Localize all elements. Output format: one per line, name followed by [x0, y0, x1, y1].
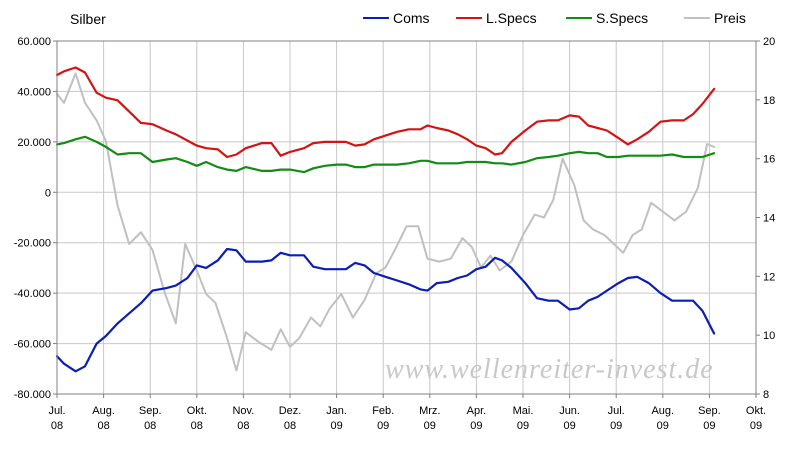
legend-label: L.Specs — [486, 10, 537, 26]
x-tick-month: Jul. — [608, 405, 625, 417]
left-tick-label: -60.000 — [14, 339, 51, 351]
x-tick-year: 09 — [657, 420, 669, 432]
x-tick-month: Jun. — [559, 405, 580, 417]
x-tick-year: 08 — [191, 420, 203, 432]
right-axis-ticks: 20 18 16 14 12 10 8 — [756, 36, 775, 401]
left-tick-label: -40.000 — [14, 288, 51, 300]
x-tick-month: Dez. — [279, 405, 302, 417]
right-tick-label: 14 — [763, 213, 775, 225]
x-tick-month: Jul. — [48, 405, 65, 417]
x-tick-month: Aug. — [92, 405, 115, 417]
x-tick-month: Mrz. — [419, 405, 440, 417]
x-tick-year: 08 — [284, 420, 296, 432]
left-tick-label: 60.000 — [17, 36, 51, 48]
x-tick-year: 09 — [517, 420, 529, 432]
x-tick-year: 09 — [330, 420, 342, 432]
right-tick-label: 12 — [763, 271, 775, 283]
watermark-text: www.wellenreiter-invest.de — [385, 354, 714, 385]
x-tick-year: 08 — [144, 420, 156, 432]
chart-title: Silber — [70, 11, 106, 27]
x-tick-year: 09 — [610, 420, 622, 432]
left-tick-label: 40.000 — [17, 86, 51, 98]
right-tick-label: 16 — [763, 154, 775, 166]
left-tick-label: -80.000 — [14, 389, 51, 401]
x-tick-year: 08 — [51, 420, 63, 432]
x-tick-year: 08 — [237, 420, 249, 432]
plot-background — [57, 41, 756, 394]
left-tick-label: 0 — [45, 187, 51, 199]
legend: Coms L.Specs S.Specs Preis — [363, 10, 746, 26]
x-tick-month: Jan. — [326, 405, 347, 417]
series-line-l-specs — [55, 66, 716, 159]
x-tick-month: Feb. — [372, 405, 394, 417]
legend-label: Coms — [393, 10, 430, 26]
x-tick-year: 09 — [563, 420, 575, 432]
x-tick-month: Mai. — [513, 405, 534, 417]
right-tick-label: 20 — [763, 36, 775, 48]
right-tick-label: 8 — [763, 389, 769, 401]
legend-label: S.Specs — [596, 10, 648, 26]
left-axis-ticks: 60.000 40.000 20.000 0 -20.000 -40.000 -60.000… — [14, 36, 57, 401]
x-tick-year: 09 — [703, 420, 715, 432]
x-tick-month: Nov. — [232, 405, 254, 417]
x-tick-month: Aug. — [651, 405, 674, 417]
legend-label: Preis — [714, 10, 746, 26]
x-tick-year: 09 — [424, 420, 436, 432]
series-line-preis — [56, 72, 716, 372]
series-line-s-specs — [55, 135, 716, 174]
x-tick-year: 09 — [750, 420, 762, 432]
right-tick-label: 10 — [763, 330, 775, 342]
series-line-coms — [55, 247, 716, 373]
x-tick-month: Apr. — [467, 405, 487, 417]
x-tick-year: 09 — [377, 420, 389, 432]
x-tick-month: Okt. — [187, 405, 207, 417]
series-group — [55, 66, 716, 373]
left-tick-label: 20.000 — [17, 137, 51, 149]
x-axis-ticks: Jul. 08 Aug. 08 Sep. 08 Okt. 08 Nov. 08 Dez. 08 Jan.… — [48, 394, 766, 432]
x-tick-month: Sep. — [698, 405, 721, 417]
x-tick-year: 09 — [470, 420, 482, 432]
right-tick-label: 18 — [763, 95, 775, 107]
x-tick-month: Okt. — [746, 405, 766, 417]
x-tick-month: Sep. — [139, 405, 162, 417]
x-tick-year: 08 — [97, 420, 109, 432]
left-tick-label: -20.000 — [14, 238, 51, 250]
